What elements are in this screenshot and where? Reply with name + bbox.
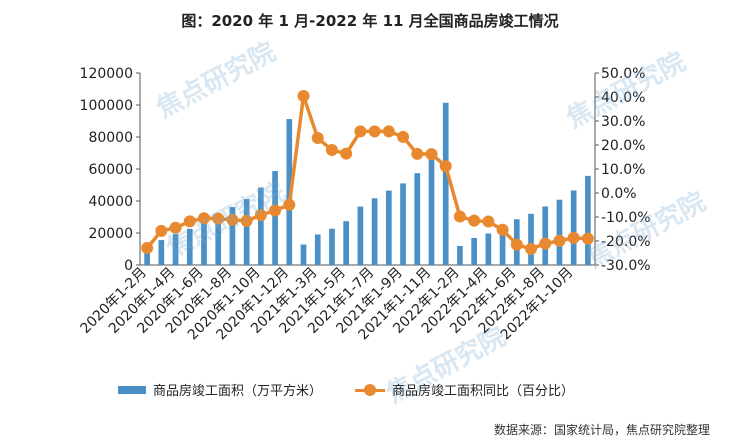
y-left-tick-label: 40000 <box>88 194 133 210</box>
y-right-tick-label: -30.0% <box>601 258 651 274</box>
bar-completed-area <box>371 198 378 265</box>
y-right-tick-label: 0.0% <box>601 186 637 202</box>
point-yoy-growth <box>553 234 566 247</box>
bar-completed-area <box>186 228 193 265</box>
point-yoy-growth <box>354 125 367 138</box>
point-yoy-growth <box>581 232 594 245</box>
y-left-tick-label: 60000 <box>88 162 133 178</box>
y-right-tick-label: 50.0% <box>601 66 645 82</box>
point-yoy-growth <box>439 160 452 173</box>
bar-completed-area <box>329 228 335 265</box>
bar-completed-area <box>272 171 278 265</box>
bar-completed-area <box>442 102 449 265</box>
point-yoy-growth <box>197 212 210 225</box>
bar-completed-area <box>585 175 591 265</box>
bar-completed-area <box>570 190 577 265</box>
y-left-tick-label: 0 <box>124 258 133 274</box>
point-yoy-growth <box>283 198 296 211</box>
point-yoy-growth <box>212 212 225 225</box>
source-note: 数据来源：国家统计局，焦点研究院整理 <box>493 423 710 437</box>
point-yoy-growth <box>297 90 310 103</box>
bar-completed-area <box>215 213 222 265</box>
y-right-tick-label: 30.0% <box>601 114 645 130</box>
point-yoy-growth <box>482 215 495 228</box>
y-right-tick-label: -10.0% <box>601 210 651 226</box>
point-yoy-growth <box>397 130 410 143</box>
bar-completed-area <box>428 149 435 265</box>
point-yoy-growth <box>311 132 324 145</box>
legend-bar-label: 商品房竣工面积（万平方米） <box>153 384 323 399</box>
bar-completed-area <box>314 234 321 265</box>
point-yoy-growth <box>453 210 466 223</box>
bar-completed-area <box>528 213 534 265</box>
bar-completed-area <box>243 199 250 265</box>
bar-completed-area <box>556 199 563 265</box>
legend-line-label: 商品房竣工面积同比（百分比） <box>392 384 575 399</box>
point-yoy-growth <box>254 209 267 222</box>
point-yoy-growth <box>510 238 523 251</box>
bar-completed-area <box>172 234 179 265</box>
point-yoy-growth <box>468 214 481 227</box>
bar-completed-area <box>258 187 264 265</box>
point-yoy-growth <box>567 231 580 244</box>
y-left-tick-label: 80000 <box>88 130 133 146</box>
point-yoy-growth <box>525 242 538 255</box>
bar-completed-area <box>457 245 463 265</box>
legend-line: 商品房竣工面积同比（百分比） <box>355 380 574 399</box>
bar-completed-area <box>158 240 165 265</box>
point-yoy-growth <box>155 224 168 237</box>
bar-completed-area <box>300 244 307 265</box>
point-yoy-growth <box>169 221 182 234</box>
legend-bar-swatch <box>118 385 146 394</box>
bar-completed-area <box>400 183 406 265</box>
bar-completed-area <box>357 206 364 265</box>
point-yoy-growth <box>240 214 253 227</box>
bar-completed-area <box>201 218 207 265</box>
y-left-tick-label: 100000 <box>80 98 133 114</box>
legend-line-swatch <box>355 383 385 396</box>
bar-completed-area <box>499 226 506 265</box>
point-yoy-growth <box>425 148 438 161</box>
point-yoy-growth <box>325 144 338 157</box>
point-yoy-growth <box>183 215 196 228</box>
y-left-tick-label: 20000 <box>88 226 133 242</box>
bar-completed-area <box>471 237 477 265</box>
point-yoy-growth <box>539 237 552 250</box>
bar-completed-area <box>229 207 236 265</box>
y-left-tick-label: 120000 <box>80 66 133 82</box>
point-yoy-growth <box>340 147 353 160</box>
bar-completed-area <box>144 249 150 265</box>
bar-completed-area <box>385 190 392 265</box>
point-yoy-growth <box>496 223 509 236</box>
point-yoy-growth <box>226 213 239 226</box>
point-yoy-growth <box>411 147 424 160</box>
bar-completed-area <box>485 233 492 265</box>
point-yoy-growth <box>382 125 395 138</box>
point-yoy-growth <box>368 125 381 138</box>
point-yoy-growth <box>269 204 282 217</box>
bar-completed-area <box>414 173 421 265</box>
chart-title: 图：2020 年 1 月-2022 年 11 月全国商品房竣工情况 <box>181 12 559 30</box>
bar-completed-area <box>343 221 350 265</box>
legend-bar: 商品房竣工面积（万平方米） <box>118 380 322 399</box>
point-yoy-growth <box>141 241 154 254</box>
y-right-tick-label: -20.0% <box>601 234 651 250</box>
line-yoy-growth <box>145 94 588 251</box>
y-right-tick-label: 20.0% <box>601 138 645 154</box>
y-right-tick-label: 40.0% <box>601 90 645 106</box>
bar-completed-area <box>542 206 549 265</box>
y-right-tick-label: 10.0% <box>601 162 645 178</box>
